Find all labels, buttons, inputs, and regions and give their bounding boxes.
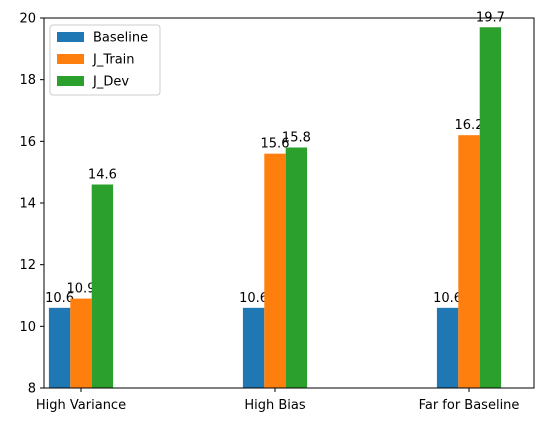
- data-label: 14.6: [88, 168, 117, 183]
- bar-j_dev-2: [479, 27, 502, 388]
- x-tick-label: Far for Baseline: [419, 398, 520, 413]
- data-label: 10.6: [433, 291, 462, 306]
- data-label: 10.9: [67, 282, 96, 297]
- y-tick-label: 12: [19, 258, 36, 273]
- y-tick-label: 10: [19, 320, 36, 335]
- x-tick-label: High Bias: [244, 398, 306, 413]
- y-tick-label: 16: [19, 135, 36, 150]
- y-tick-label: 8: [28, 382, 36, 397]
- data-label: 15.6: [261, 137, 290, 152]
- legend: Baseline J_Train J_Dev: [49, 24, 161, 96]
- legend-swatch-j_dev: [57, 76, 84, 86]
- y-tick-label: 14: [19, 197, 36, 212]
- bar-j_dev-1: [285, 147, 308, 388]
- legend-label-j_dev: J_Dev: [92, 75, 129, 90]
- legend-label-baseline: Baseline: [93, 31, 148, 46]
- legend-label-j_train: J_Train: [92, 53, 135, 68]
- bar-baseline-2: [436, 307, 459, 388]
- data-label: 16.2: [455, 118, 484, 133]
- y-tick-label: 20: [19, 12, 36, 27]
- y-tick-label: 18: [19, 73, 36, 88]
- bar-j_train-2: [458, 135, 480, 388]
- data-label: 15.8: [282, 131, 311, 146]
- data-label: 10.6: [45, 291, 74, 306]
- data-label: 10.6: [239, 291, 268, 306]
- bar-j_dev-0: [91, 184, 114, 388]
- axes: 8 10 12 14 16 18 20 High Variance High Bias Far f…: [19, 12, 535, 413]
- legend-swatch-baseline: [57, 32, 84, 42]
- legend-swatch-j_train: [57, 54, 84, 64]
- bar-j_train-0: [70, 298, 92, 388]
- bar-j_train-1: [264, 153, 286, 388]
- plot-area: 10.6 10.6 10.610.915.616.214.615.819.7: [45, 10, 505, 388]
- bar-baseline-1: [242, 307, 265, 388]
- bar-baseline-0: [48, 307, 71, 388]
- x-tick-label: High Variance: [36, 398, 126, 413]
